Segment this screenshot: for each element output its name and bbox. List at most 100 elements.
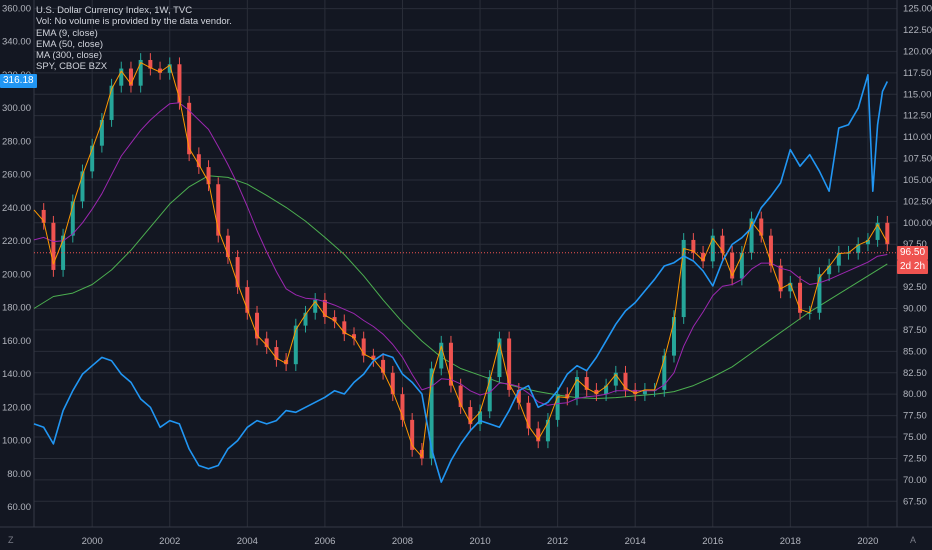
candle-body xyxy=(458,385,463,408)
candle-body xyxy=(41,209,46,223)
candle-group xyxy=(41,53,890,466)
candle-body xyxy=(206,167,211,185)
left-axis-tick-label: 260.00 xyxy=(2,170,31,181)
dxy-last-price-tag: 96.50 xyxy=(897,245,929,260)
candle-body xyxy=(749,218,754,253)
zoom-icon[interactable]: Z xyxy=(8,535,14,545)
right-axis-tick-label: 125.00 xyxy=(903,4,932,15)
right-axis-tick-label: 92.50 xyxy=(903,282,927,293)
right-axis-tick-label: 67.50 xyxy=(903,496,927,507)
time-axis-tick-label: 2006 xyxy=(314,536,335,547)
left-axis-tick-label: 200.00 xyxy=(2,269,31,280)
candle-body xyxy=(216,184,221,236)
candle-body xyxy=(138,59,143,86)
time-axis-tick-label: 2014 xyxy=(625,536,646,547)
candle-body xyxy=(856,244,861,253)
right-axis-tick-label: 77.50 xyxy=(903,411,927,422)
series-line-spy-cboe-bzx xyxy=(33,74,889,483)
candle-body xyxy=(545,419,550,442)
legend-volume: Vol: No volume is provided by the data v… xyxy=(36,16,232,28)
candle-body xyxy=(468,407,473,425)
left-axis-tick-label: 300.00 xyxy=(2,103,31,114)
right-axis-tick-label: 85.00 xyxy=(903,346,927,357)
legend-ema50: EMA (50, close) xyxy=(36,38,104,50)
auto-scale-button[interactable]: A xyxy=(910,535,917,545)
candle-body xyxy=(245,287,250,313)
candle-body xyxy=(594,389,599,395)
candle-body xyxy=(633,389,638,395)
legend-symbol: U.S. Dollar Currency Index, 1W, TVC xyxy=(36,5,193,16)
candle-body xyxy=(128,68,133,86)
candle-body xyxy=(303,312,308,326)
candle-body xyxy=(739,252,744,279)
candle-body xyxy=(255,312,260,339)
candle-body xyxy=(623,372,628,390)
candle-body xyxy=(555,394,560,420)
candle-body xyxy=(710,235,715,262)
candle-body xyxy=(274,347,279,360)
candle-body xyxy=(119,68,124,86)
right-axis-tick-label: 70.00 xyxy=(903,475,927,486)
candle-body xyxy=(565,394,570,399)
time-axis-tick-label: 2016 xyxy=(702,536,723,547)
chart-legend: U.S. Dollar Currency Index, 1W, TVC Vol:… xyxy=(36,5,232,73)
candle-body xyxy=(487,377,492,412)
candle-body xyxy=(788,282,793,292)
left-axis-tick-label: 80.00 xyxy=(7,469,31,480)
candle-body xyxy=(836,252,841,266)
candle-body xyxy=(575,377,580,399)
left-axis-tick-label: 100.00 xyxy=(2,436,31,447)
left-axis-tick-label: 220.00 xyxy=(2,236,31,247)
candle-body xyxy=(80,171,85,202)
series-line-ema-9-close- xyxy=(33,62,888,458)
candle-body xyxy=(332,317,337,322)
candle-body xyxy=(478,411,483,425)
candle-body xyxy=(584,377,589,390)
candle-body xyxy=(61,235,66,270)
candle-body xyxy=(526,402,531,429)
candle-body xyxy=(225,235,230,258)
candle-body xyxy=(720,235,725,253)
candle-body xyxy=(351,334,356,339)
candle-body xyxy=(798,282,803,313)
candle-body xyxy=(885,222,890,245)
candle-body xyxy=(759,218,764,236)
right-axis-tick-label: 72.50 xyxy=(903,453,927,464)
candle-body xyxy=(235,257,240,288)
right-axis-tick-label: 122.50 xyxy=(903,25,932,36)
left-axis-tick-label: 60.00 xyxy=(7,502,31,513)
time-axis-tick-label: 2004 xyxy=(237,536,258,547)
left-axis-tick-label: 340.00 xyxy=(2,37,31,48)
candle-body xyxy=(264,338,269,348)
series-line-ema-50-close- xyxy=(33,102,888,406)
time-axis-tick-label: 2008 xyxy=(392,536,413,547)
right-axis-tick-label: 75.00 xyxy=(903,432,927,443)
right-axis-tick-label: 110.00 xyxy=(903,132,931,143)
candle-body xyxy=(497,338,502,378)
candle-body xyxy=(662,355,667,390)
candle-body xyxy=(293,325,298,365)
right-axis-tick-label: 112.50 xyxy=(903,111,931,122)
candle-body xyxy=(196,154,201,168)
right-axis-tick-label: 80.00 xyxy=(903,389,927,400)
time-axis-tick-label: 2000 xyxy=(82,536,103,547)
candle-body xyxy=(158,68,163,73)
candle-body xyxy=(381,359,386,373)
candle-body xyxy=(177,64,182,103)
candle-body xyxy=(400,394,405,420)
candle-body xyxy=(691,239,696,253)
right-axis-tick-label: 105.00 xyxy=(903,175,932,186)
candle-body xyxy=(167,64,172,73)
time-axis-tick-label: 2002 xyxy=(159,536,180,547)
candle-body xyxy=(817,274,822,313)
right-axis-tick-label: 97.50 xyxy=(903,239,927,250)
candle-body xyxy=(99,119,104,146)
candle-body xyxy=(70,201,75,236)
right-axis-tick-label: 120.00 xyxy=(903,46,932,57)
candle-body xyxy=(604,385,609,395)
candle-body xyxy=(361,338,366,356)
candle-body xyxy=(681,239,686,318)
left-axis-tick-label: 180.00 xyxy=(2,303,31,314)
left-axis-tick-label: 360.00 xyxy=(2,3,31,14)
